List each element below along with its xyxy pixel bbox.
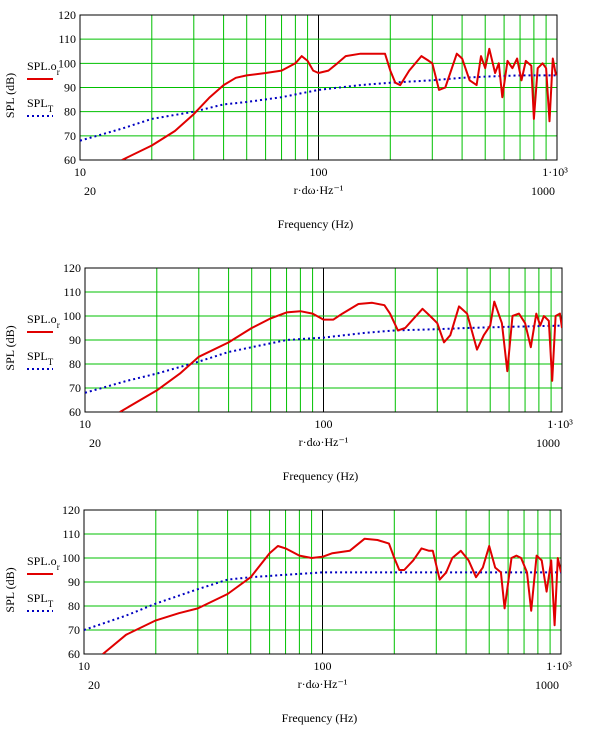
y-tick-label: 70 — [64, 129, 76, 143]
x-tick-label: 1·10³ — [546, 659, 572, 673]
y-tick-label: 120 — [62, 503, 80, 517]
y-tick-label: 90 — [64, 81, 76, 95]
y-axis-label: SPL (dB) — [3, 73, 17, 118]
series-line-measured — [119, 300, 562, 412]
y-tick-label: 60 — [69, 405, 81, 419]
x-tick-label: 10 — [79, 417, 91, 431]
plot-frame — [83, 509, 562, 655]
y-tick-label: 70 — [69, 381, 81, 395]
series-line-measured — [102, 537, 561, 654]
y-axis-label: SPL (dB) — [3, 567, 17, 612]
grid — [80, 15, 557, 160]
series-line-target — [85, 324, 562, 394]
legend-label: SPLT — [27, 96, 54, 114]
chart-2: 60 70 80 90 100 110 120 10 100 1·10³ 20 1000 r·dω·Hz… — [3, 261, 573, 483]
plot-frame — [79, 14, 558, 161]
y-tick-label: 60 — [68, 647, 80, 661]
y-axis-label: SPL (dB) — [3, 325, 17, 370]
x-tick-label: 100 — [310, 165, 328, 179]
x-tick-label: 20 — [84, 184, 96, 198]
y-tick-label: 110 — [63, 285, 81, 299]
x-tick-label: 100 — [314, 659, 332, 673]
x-axis-label: Frequency (Hz) — [282, 711, 358, 725]
x-axis-expression: r·dω·Hz⁻¹ — [298, 677, 348, 691]
y-tick-label: 90 — [69, 333, 81, 347]
series-layer — [84, 537, 561, 654]
chart-1: 60 70 80 90 100 110 120 10 100 1·10³ 20 1000 r·dω·Hz… — [3, 8, 568, 231]
plot-frame — [84, 267, 563, 413]
legend-label: SPLT — [27, 349, 54, 367]
series-line-measured — [121, 47, 557, 160]
y-tick-label: 80 — [68, 599, 80, 613]
grid — [84, 510, 561, 654]
x-axis-expression: r·dω·Hz⁻¹ — [299, 435, 349, 449]
y-tick-label: 100 — [62, 551, 80, 565]
x-tick-label: 20 — [89, 436, 101, 450]
y-tick-label: 60 — [64, 153, 76, 167]
grid — [85, 268, 562, 412]
legend: SPL.or SPLT — [27, 312, 60, 370]
x-tick-label: 1000 — [535, 678, 559, 692]
x-tick-label: 1000 — [536, 436, 560, 450]
y-tick-label: 80 — [64, 105, 76, 119]
legend-label: SPLT — [27, 591, 54, 609]
x-axis-label: Frequency (Hz) — [278, 217, 354, 231]
x-tick-label: 10 — [78, 659, 90, 673]
x-axis-expression: r·dω·Hz⁻¹ — [294, 183, 344, 197]
x-tick-label: 1·10³ — [547, 417, 573, 431]
x-tick-label: 20 — [88, 678, 100, 692]
x-tick-label: 10 — [74, 165, 86, 179]
y-tick-label: 70 — [68, 623, 80, 637]
y-tick-label: 110 — [58, 32, 76, 46]
legend: SPL.or SPLT — [27, 554, 60, 612]
y-tick-label: 100 — [58, 56, 76, 70]
series-layer — [85, 300, 562, 412]
x-tick-label: 100 — [315, 417, 333, 431]
legend-label: SPL.or — [27, 59, 60, 77]
y-tick-label: 110 — [62, 527, 80, 541]
x-axis-label: Frequency (Hz) — [283, 469, 359, 483]
series-layer — [80, 47, 557, 160]
y-tick-label: 100 — [63, 309, 81, 323]
y-tick-label: 120 — [58, 8, 76, 22]
legend: SPL.or SPLT — [27, 59, 60, 117]
legend-label: SPL.or — [27, 554, 60, 572]
y-tick-label: 90 — [68, 575, 80, 589]
chart-3: 60 70 80 90 100 110 120 10 100 1·10³ 20 1000 r·dω·Hz… — [3, 503, 572, 725]
y-tick-label: 80 — [69, 357, 81, 371]
y-tick-label: 120 — [63, 261, 81, 275]
legend-label: SPL.or — [27, 312, 60, 330]
x-tick-label: 1000 — [531, 184, 555, 198]
x-tick-label: 1·10³ — [542, 165, 568, 179]
